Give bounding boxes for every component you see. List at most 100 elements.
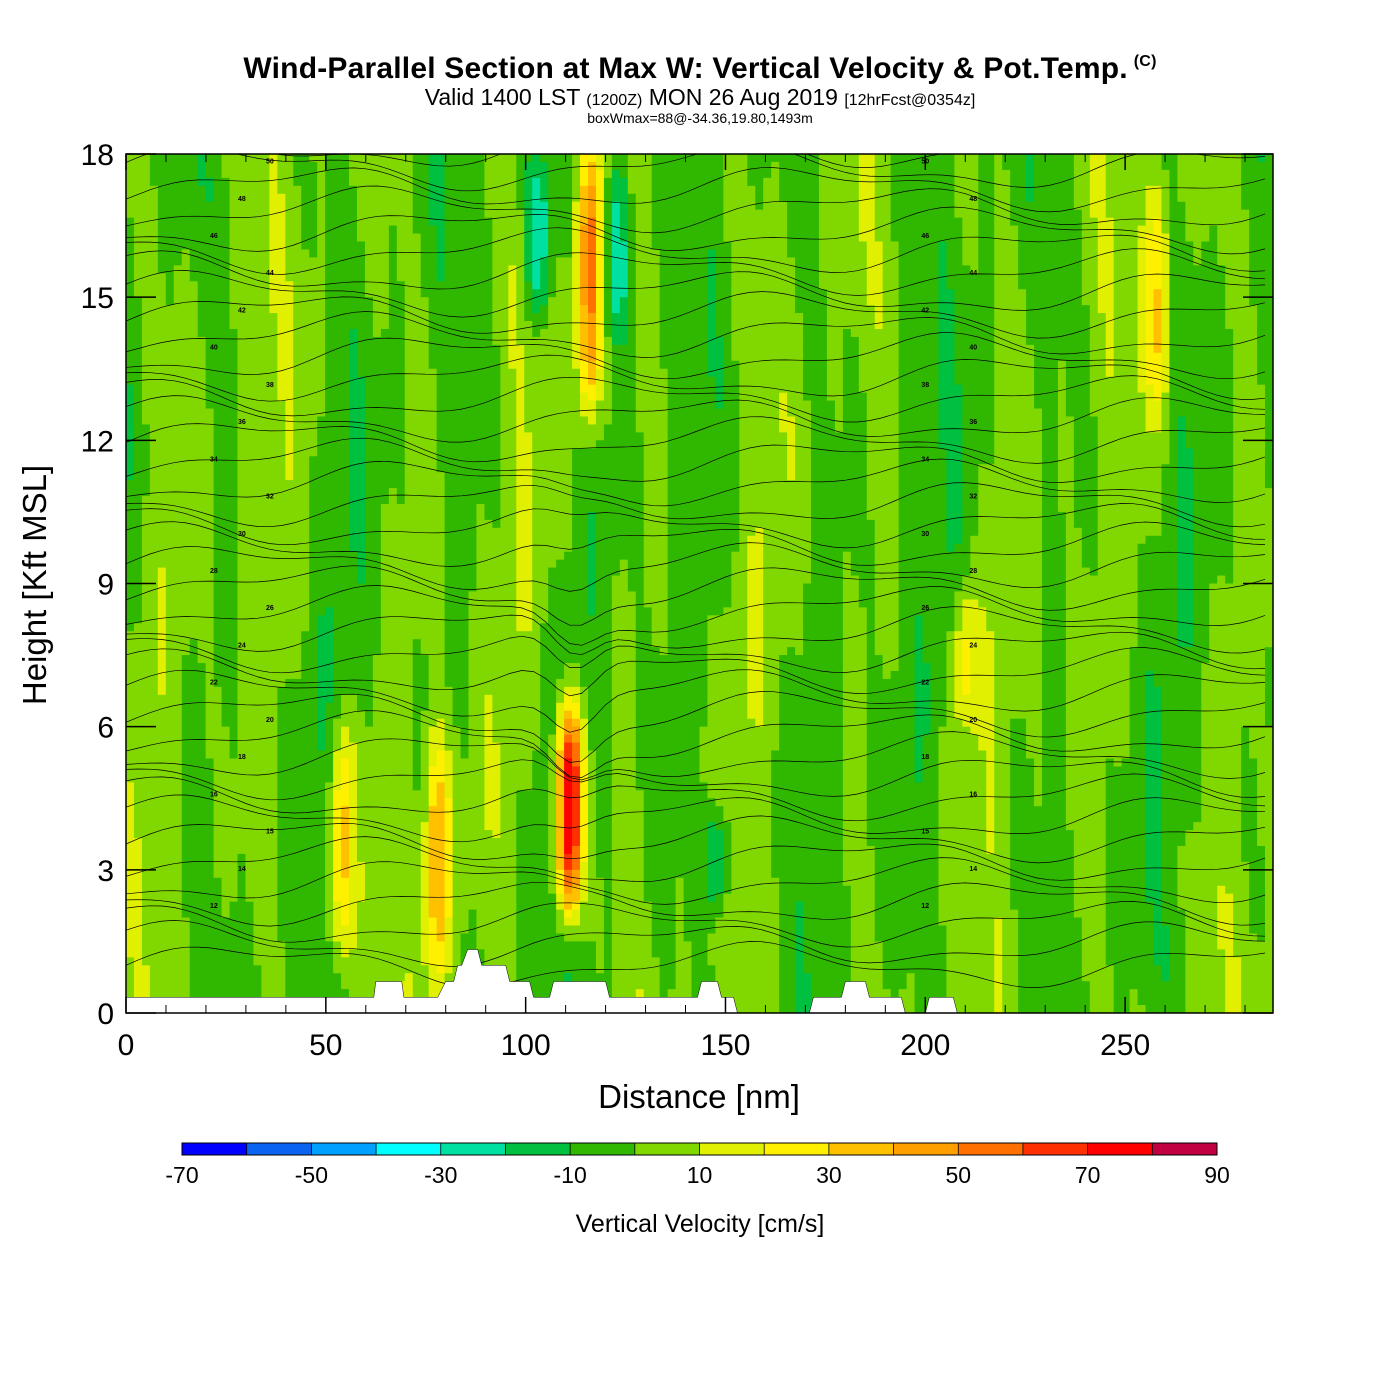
velocity-cell (213, 981, 223, 990)
velocity-cell (484, 790, 494, 799)
velocity-cell (460, 392, 470, 402)
velocity-cell (420, 344, 430, 354)
velocity-cell (420, 933, 430, 943)
velocity-cell (205, 177, 215, 187)
velocity-cell (404, 949, 414, 958)
velocity-cell (428, 694, 438, 704)
velocity-cell (356, 527, 366, 537)
velocity-cell (173, 639, 183, 648)
velocity-cell (428, 201, 438, 211)
velocity-cell (388, 360, 398, 370)
velocity-cell (181, 519, 191, 529)
velocity-cell (420, 424, 430, 433)
velocity-cell (205, 352, 215, 362)
velocity-cell (452, 599, 462, 608)
velocity-cell (341, 599, 350, 608)
velocity-cell (253, 305, 263, 314)
velocity-cell (412, 686, 422, 696)
velocity-cell (325, 830, 334, 839)
velocity-cell (293, 297, 302, 306)
velocity-cell (285, 511, 294, 521)
velocity-cell (261, 400, 270, 410)
velocity-cell (404, 432, 414, 441)
velocity-cell (165, 305, 175, 314)
velocity-cell (205, 169, 215, 179)
velocity-cell (126, 161, 135, 171)
velocity-cell (237, 599, 247, 608)
velocity-cell (364, 718, 374, 728)
velocity-cell (396, 742, 406, 752)
velocity-cell (372, 384, 382, 394)
velocity-cell (197, 830, 207, 839)
velocity-cell (412, 694, 422, 704)
velocity-cell (404, 209, 414, 219)
velocity-cell (404, 599, 414, 608)
velocity-cell (181, 933, 191, 943)
velocity-cell (173, 289, 183, 298)
velocity-cell (333, 169, 342, 179)
velocity-cell (229, 766, 239, 775)
velocity-cell (181, 551, 191, 561)
velocity-cell (181, 416, 191, 426)
velocity-cell (237, 281, 247, 290)
velocity-cell (173, 965, 183, 974)
velocity-cell (237, 869, 247, 879)
velocity-cell (349, 408, 358, 418)
velocity-cell (237, 973, 247, 982)
velocity-cell (149, 822, 159, 831)
velocity-cell (165, 949, 175, 958)
velocity-cell (277, 718, 286, 728)
velocity-cell (213, 885, 223, 895)
velocity-cell (285, 368, 294, 378)
velocity-cell (420, 583, 430, 593)
velocity-cell (317, 655, 326, 664)
velocity-cell (229, 265, 239, 274)
velocity-cell (412, 360, 422, 370)
velocity-cell (253, 663, 263, 672)
velocity-cell (229, 201, 239, 211)
velocity-cell (325, 583, 334, 593)
velocity-cell (420, 567, 430, 577)
velocity-cell (372, 511, 382, 521)
velocity-cell (277, 432, 286, 441)
velocity-cell (356, 344, 366, 354)
velocity-cell (476, 655, 486, 664)
velocity-cell (213, 702, 223, 712)
velocity-cell (468, 750, 478, 760)
velocity-cell (444, 853, 454, 863)
velocity-cell (126, 742, 135, 752)
velocity-cell (197, 710, 207, 720)
velocity-cell (484, 440, 494, 449)
velocity-cell (221, 440, 231, 449)
velocity-cell (141, 941, 151, 950)
velocity-cell (356, 599, 366, 608)
velocity-cell (436, 925, 446, 935)
velocity-cell (309, 853, 318, 863)
velocity-cell (205, 933, 215, 943)
velocity-cell (404, 686, 414, 696)
velocity-cell (126, 909, 135, 919)
velocity-cell (349, 925, 358, 935)
velocity-cell (126, 933, 135, 943)
velocity-cell (468, 440, 478, 449)
velocity-cell (133, 623, 143, 632)
velocity-cell (293, 527, 302, 537)
velocity-cell (492, 297, 501, 306)
velocity-cell (460, 265, 470, 274)
velocity-cell (349, 209, 358, 219)
velocity-cell (380, 297, 390, 306)
velocity-cell (229, 758, 239, 768)
velocity-cell (428, 480, 438, 489)
velocity-cell (364, 973, 374, 982)
velocity-cell (126, 201, 135, 211)
velocity-cell (253, 758, 263, 768)
velocity-cell (293, 790, 302, 799)
velocity-cell (213, 670, 223, 680)
velocity-cell (277, 774, 286, 783)
velocity-cell (293, 647, 302, 656)
velocity-cell (309, 273, 318, 282)
velocity-cell (269, 551, 278, 561)
velocity-cell (404, 392, 414, 402)
velocity-cell (388, 480, 398, 489)
